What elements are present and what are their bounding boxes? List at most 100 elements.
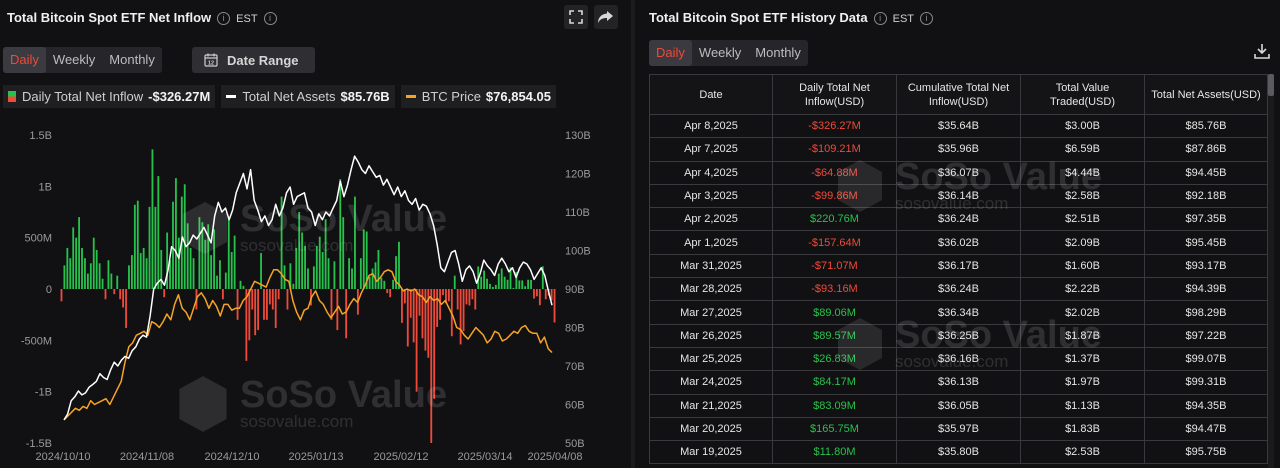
tab-monthly[interactable]: Monthly [755, 45, 801, 60]
legend-item-net-assets[interactable]: Total Net Assets $85.76B [221, 85, 395, 108]
table-row[interactable]: Mar 24,2025 $84.17M $36.13B $1.97B $99.31B [649, 370, 1268, 395]
table-row[interactable]: Mar 21,2025 $83.09M $36.05B $1.13B $94.35B [649, 393, 1268, 418]
inflow-bar [227, 217, 230, 289]
inflow-bar [263, 289, 265, 320]
info-icon[interactable]: i [263, 12, 277, 25]
table-cell: $2.58B [1020, 183, 1145, 209]
inflow-bar [92, 237, 95, 289]
table-row[interactable]: Mar 26,2025 $89.57M $36.25B $1.87B $97.22B [649, 323, 1268, 348]
inflow-bar [453, 275, 456, 289]
table-row[interactable]: Apr 8,2025 -$326.27M $35.64B $3.00B $85.76B [649, 113, 1268, 139]
net-assets-line [63, 155, 553, 421]
inflow-bar [330, 289, 333, 320]
table-cell: $94.45B [1144, 160, 1268, 185]
legend-item-net-inflow[interactable]: Daily Total Net Inflow -$326.27M [3, 85, 216, 108]
table-cell: Mar 28,2025 [649, 277, 773, 302]
fullscreen-button[interactable] [564, 5, 588, 29]
inflow-bar [351, 268, 353, 289]
table-cell: $84.17M [772, 370, 897, 395]
table-cell: Apr 8,2025 [649, 113, 773, 139]
table-cell: Apr 3,2025 [649, 183, 773, 209]
table-scrollbar[interactable] [1268, 74, 1274, 468]
inflow-bar [166, 232, 169, 289]
download-button[interactable] [1253, 42, 1273, 62]
share-button[interactable] [594, 5, 618, 29]
history-table: Date Daily Total Net Inflow(USD) Cumulativ… [649, 74, 1268, 465]
table-cell: -$64.88M [772, 160, 897, 185]
inflow-bar [280, 196, 283, 289]
y-left-tick-label: 1B [39, 181, 52, 193]
inflow-bar [459, 289, 462, 345]
inflow-bar [204, 239, 207, 289]
table-title: Total Bitcoin Spot ETF History Data [649, 10, 868, 25]
inflow-bar [224, 272, 227, 289]
table-row[interactable]: Apr 2,2025 $220.76M $36.24B $2.51B $97.35B [649, 207, 1268, 232]
info-icon[interactable]: i [217, 12, 231, 25]
inflow-bar [78, 217, 80, 289]
tab-weekly[interactable]: Weekly [698, 45, 742, 60]
table-cell: $165.75M [772, 416, 897, 442]
inflow-bar [271, 289, 274, 310]
scrollbar-thumb[interactable] [1268, 74, 1274, 96]
inflow-bar [433, 289, 436, 399]
inflow-bar [430, 289, 433, 443]
chart-title: Total Bitcoin Spot ETF Net Inflow [7, 10, 212, 25]
inflow-bar [491, 286, 494, 289]
inflow-bar [553, 289, 556, 323]
tab-monthly[interactable]: Monthly [109, 52, 155, 67]
inflow-bar [524, 286, 527, 289]
table-cell: $97.35B [1144, 207, 1268, 232]
table-row[interactable]: Mar 19,2025 $11.80M $35.80B $2.53B $95.75B [649, 440, 1268, 465]
table-row[interactable]: Apr 4,2025 -$64.88M $36.07B $4.44B $94.45B [649, 160, 1268, 185]
info-icon[interactable]: i [873, 12, 887, 25]
table-cell: $83.09M [772, 393, 897, 418]
inflow-bar [139, 253, 142, 289]
y-right-tick-label: 50B [565, 438, 585, 450]
y-right-tick-label: 80B [565, 323, 585, 335]
table-row[interactable]: Apr 7,2025 -$109.21M $35.96B $6.59B $87.86B [649, 137, 1268, 162]
table-cell: $11.80M [772, 440, 897, 465]
inflow-bar [286, 289, 289, 310]
inflow-bar [403, 289, 406, 304]
legend-swatch-bars [8, 91, 16, 102]
tab-weekly[interactable]: Weekly [52, 52, 96, 67]
table-cell: Mar 20,2025 [649, 416, 773, 442]
table-row[interactable]: Mar 20,2025 $165.75M $35.97B $1.83B $94.47B [649, 416, 1268, 442]
table-cell: $36.05B [896, 393, 1021, 418]
table-row[interactable]: Mar 31,2025 -$71.07M $36.17B $1.60B $93.17B [649, 253, 1268, 279]
download-icon [1254, 44, 1270, 59]
info-icon[interactable]: i [920, 12, 934, 25]
table-cell: $2.53B [1020, 440, 1145, 465]
inflow-bar [521, 280, 524, 289]
inflow-bar [468, 289, 471, 306]
inflow-bar [66, 247, 69, 289]
table-row[interactable]: Mar 27,2025 $89.06M $36.34B $2.02B $98.29B [649, 300, 1268, 325]
inflow-bar [544, 289, 547, 300]
inflow-bar [260, 253, 262, 289]
table-cell: $2.09B [1020, 230, 1145, 255]
table-row[interactable]: Apr 3,2025 -$99.86M $36.14B $2.58B $92.18B [649, 183, 1268, 209]
inflow-bar [456, 289, 459, 310]
legend-swatch-line [226, 95, 237, 98]
column-header: Cumulative Total Net Inflow(USD) [896, 74, 1021, 115]
table-row[interactable]: Apr 1,2025 -$157.64M $36.02B $2.09B $95.45B [649, 230, 1268, 255]
tab-daily[interactable]: Daily [3, 47, 46, 73]
table-cell: -$71.07M [772, 253, 897, 279]
table-cell: $89.06M [772, 300, 897, 325]
inflow-bar [157, 176, 160, 289]
table-cell: $35.97B [896, 416, 1021, 442]
inflow-bar [489, 283, 491, 289]
date-range-button[interactable]: 12 Date Range [192, 47, 315, 73]
net-inflow-chart-panel: Total Bitcoin Spot ETF Net Inflow i EST i D… [0, 0, 628, 468]
table-row[interactable]: Mar 25,2025 $26.83M $36.16B $1.37B $99.07B [649, 346, 1268, 372]
inflow-bar [248, 289, 251, 341]
table-row[interactable]: Mar 28,2025 -$93.16M $36.24B $2.22B $94.39B [649, 277, 1268, 302]
tab-daily[interactable]: Daily [649, 40, 692, 66]
table-cell: $94.35B [1144, 393, 1268, 418]
y-left-tick-label: -1.5B [26, 438, 52, 450]
inflow-bar [401, 289, 403, 323]
inflow-bar [133, 204, 136, 289]
inflow-bar [509, 267, 512, 289]
inflow-bar [69, 258, 72, 289]
legend-item-btc-price[interactable]: BTC Price $76,854.05 [400, 85, 556, 108]
